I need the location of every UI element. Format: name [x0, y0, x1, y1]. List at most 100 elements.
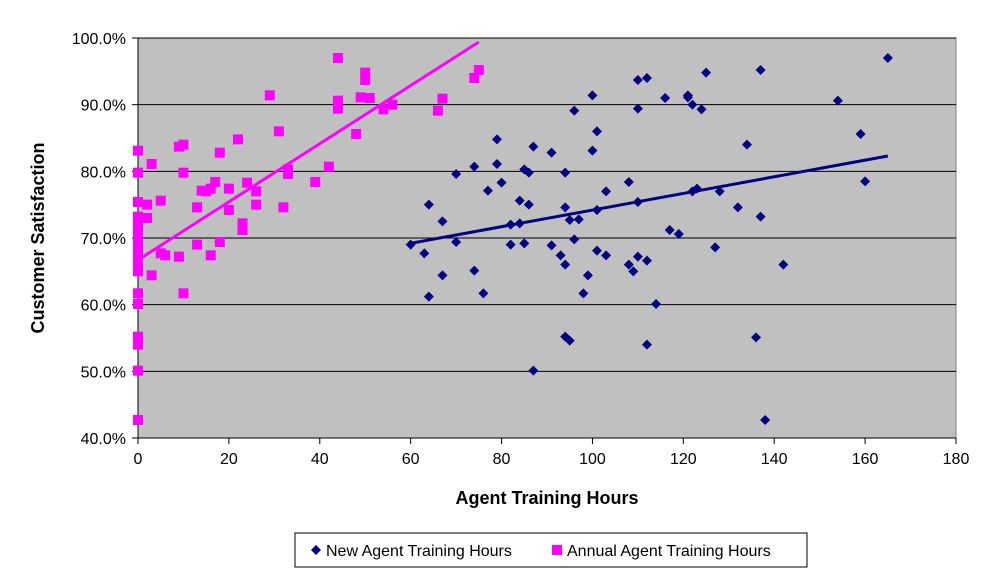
data-point-series-1 [632, 103, 643, 114]
data-point-series-1 [578, 288, 589, 299]
data-point-series-2 [332, 95, 343, 106]
data-point-series-1 [564, 215, 575, 225]
data-point-series-1 [691, 183, 702, 194]
data-point-series-2 [133, 234, 143, 245]
data-point-series-1 [832, 95, 843, 106]
data-point-series-2 [192, 239, 203, 250]
data-point-series-2 [360, 67, 371, 78]
data-point-series-1 [505, 219, 516, 230]
data-point-series-1 [469, 161, 480, 172]
data-point-series-1 [437, 216, 448, 227]
x-tick-label: 100 [579, 451, 606, 468]
data-point-series-2 [282, 169, 293, 179]
data-point-series-2 [142, 199, 153, 210]
data-point-series-2 [133, 145, 143, 156]
data-point-series-2 [355, 92, 366, 103]
data-point-series-1 [469, 265, 480, 276]
data-point-series-2 [364, 93, 375, 103]
data-point-series-1 [641, 73, 652, 83]
data-point-series-2 [133, 415, 143, 425]
data-point-series-1 [641, 255, 652, 266]
data-point-series-2 [223, 183, 234, 194]
data-point-series-1 [546, 147, 557, 158]
data-point-series-1 [496, 177, 507, 188]
legend: New Agent Training Hours Annual Agent Tra… [294, 532, 808, 568]
data-point-series-1 [423, 199, 434, 210]
x-tick-label: 60 [402, 451, 420, 468]
x-tick-label: 180 [943, 451, 970, 468]
data-point-series-1 [601, 250, 612, 261]
data-point-series-1 [437, 270, 448, 281]
data-point-series-1 [632, 251, 643, 262]
data-point-series-2 [133, 255, 143, 266]
data-point-series-2 [273, 126, 284, 137]
data-point-series-2 [251, 186, 262, 197]
legend-label-series-1: New Agent Training Hours [326, 543, 512, 560]
data-point-series-2 [237, 225, 248, 235]
data-point-series-1 [651, 299, 662, 309]
data-point-series-2 [232, 134, 243, 145]
x-axis-title: Agent Training Hours [455, 488, 638, 508]
data-point-series-1 [882, 53, 893, 63]
data-point-series-1 [478, 288, 489, 299]
data-point-series-1 [710, 242, 721, 253]
data-point-series-1 [732, 202, 743, 213]
y-tick-label: 60.0% [81, 298, 126, 315]
gridlines [138, 37, 956, 372]
x-tick-label: 140 [761, 451, 788, 468]
data-point-series-1 [623, 259, 634, 270]
y-tick-label: 80.0% [81, 164, 126, 181]
legend-marker-series-2 [552, 545, 562, 555]
data-point-series-1 [641, 339, 652, 350]
data-point-series-1 [519, 238, 530, 249]
data-point-series-1 [714, 186, 725, 197]
data-point-series-2 [142, 213, 153, 223]
data-point-series-2 [178, 288, 189, 299]
data-point-series-1 [860, 176, 871, 187]
data-point-series-1 [855, 129, 866, 139]
data-point-series-2 [133, 211, 143, 222]
trendlines [137, 40, 889, 262]
data-point-series-2 [351, 129, 362, 139]
data-point-series-1 [591, 205, 602, 215]
data-point-series-2 [173, 251, 184, 262]
data-point-series-2 [437, 93, 448, 104]
trendline-series-2 [137, 40, 480, 262]
x-tick-label: 20 [220, 451, 238, 468]
data-point-series-2 [155, 195, 166, 206]
data-point-series-1 [514, 195, 525, 206]
data-point-series-1 [528, 365, 539, 376]
data-point-series-2 [214, 147, 225, 158]
x-tick-label: 160 [852, 451, 879, 468]
data-point-series-1 [405, 239, 416, 250]
x-tick-label: 40 [311, 451, 329, 468]
data-point-series-2 [133, 288, 143, 299]
x-tick-label: 0 [134, 451, 143, 468]
data-point-series-2 [323, 161, 334, 172]
y-tick-label: 50.0% [81, 364, 126, 381]
data-point-series-1 [560, 259, 571, 270]
data-point-series-2 [133, 167, 143, 178]
data-point-series-1 [660, 93, 671, 103]
data-point-series-1 [528, 141, 539, 152]
legend-box [294, 532, 808, 568]
data-point-series-2 [237, 218, 248, 229]
data-point-series-2 [205, 183, 216, 194]
data-point-series-1 [419, 248, 430, 259]
x-tick-label: 120 [670, 451, 697, 468]
data-point-series-2 [205, 250, 216, 261]
data-point-series-1 [601, 186, 612, 197]
data-point-series-1 [492, 134, 503, 145]
data-point-series-1 [451, 237, 462, 247]
data-point-series-1 [755, 65, 766, 75]
data-point-series-2 [223, 205, 234, 215]
data-point-series-1 [560, 167, 571, 178]
data-point-series-1 [569, 234, 580, 245]
data-point-series-2 [133, 299, 143, 309]
y-tick-label: 90.0% [81, 98, 126, 115]
data-point-series-2 [432, 105, 443, 116]
data-point-series-1 [701, 67, 712, 78]
data-point-series-2 [146, 270, 157, 281]
data-point-series-2 [473, 65, 484, 75]
